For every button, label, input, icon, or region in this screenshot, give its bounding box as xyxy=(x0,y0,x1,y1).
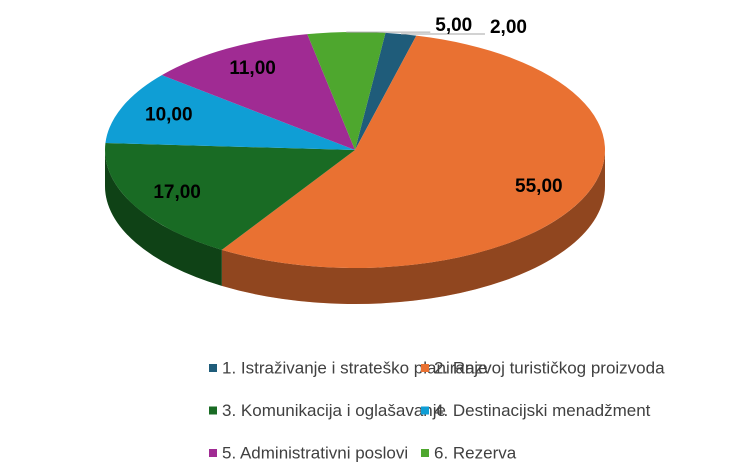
pie-side xyxy=(221,150,605,304)
pie-slice xyxy=(161,34,355,150)
data-label: 17,00 xyxy=(153,182,201,203)
legend-label: 6. Rezerva xyxy=(434,443,517,462)
legend-label: 4. Destinacijski menadžment xyxy=(434,401,651,420)
legend-label: 1. Istraživanje i strateško planiranje xyxy=(222,358,488,377)
legend-marker xyxy=(421,364,429,372)
pie-slice xyxy=(105,143,355,250)
legend-marker xyxy=(421,449,429,457)
pie-slice xyxy=(221,35,605,268)
pie-slice xyxy=(355,32,417,150)
legend-marker xyxy=(209,449,217,457)
data-label: 55,00 xyxy=(515,176,563,197)
data-label: 5,00 xyxy=(435,15,472,36)
pie-side-shade xyxy=(105,150,222,286)
pie-slice xyxy=(105,75,356,150)
legend-marker xyxy=(209,364,217,372)
legend-marker xyxy=(209,406,217,415)
data-label: 11,00 xyxy=(229,58,276,79)
legend-marker xyxy=(421,406,429,415)
legend-label: 2. Razvoj turističkog proizvoda xyxy=(434,358,665,377)
pie-slice xyxy=(307,32,386,151)
pie-side-shade xyxy=(221,150,605,304)
legend-label: 5. Administrativni poslovi xyxy=(222,443,408,462)
data-label: 10,00 xyxy=(145,105,193,126)
data-label: 2,00 xyxy=(490,17,527,38)
pie-side xyxy=(105,150,222,286)
legend-label: 3. Komunikacija i oglašavanje xyxy=(222,401,446,420)
